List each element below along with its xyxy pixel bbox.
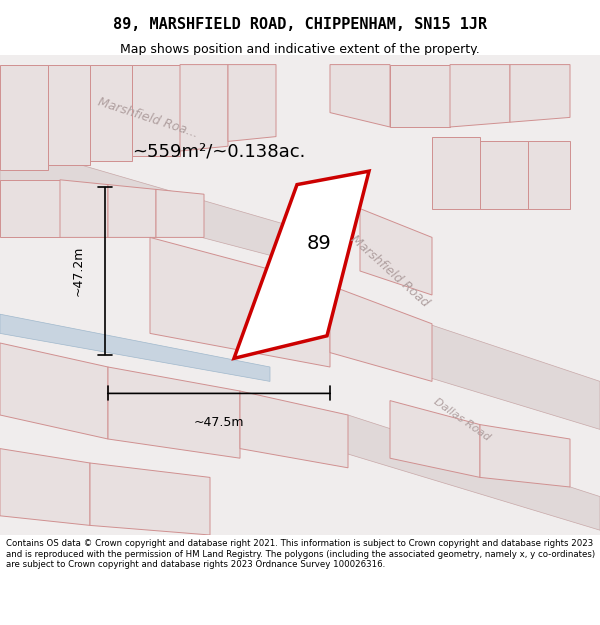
Polygon shape [330, 64, 390, 127]
Polygon shape [180, 64, 228, 151]
Text: 89: 89 [307, 234, 331, 253]
Polygon shape [510, 64, 570, 122]
Text: Dallas Road: Dallas Road [432, 397, 492, 443]
Text: ~47.2m: ~47.2m [71, 246, 85, 296]
Polygon shape [108, 184, 156, 238]
Text: ~559m²/~0.138ac.: ~559m²/~0.138ac. [132, 142, 305, 160]
Polygon shape [450, 64, 510, 127]
Polygon shape [90, 64, 132, 161]
Polygon shape [156, 189, 204, 238]
Text: ~47.5m: ~47.5m [194, 416, 244, 429]
Polygon shape [0, 343, 108, 439]
Text: 89, MARSHFIELD ROAD, CHIPPENHAM, SN15 1JR: 89, MARSHFIELD ROAD, CHIPPENHAM, SN15 1J… [113, 17, 487, 32]
Polygon shape [240, 391, 348, 468]
Polygon shape [252, 271, 600, 429]
Polygon shape [0, 449, 90, 526]
Polygon shape [132, 64, 180, 156]
Polygon shape [390, 64, 450, 127]
Polygon shape [480, 141, 528, 209]
Polygon shape [480, 424, 570, 487]
Polygon shape [432, 137, 480, 209]
Polygon shape [90, 463, 210, 535]
Polygon shape [330, 286, 432, 381]
Polygon shape [360, 209, 432, 295]
Polygon shape [528, 141, 570, 209]
Polygon shape [108, 367, 240, 458]
Polygon shape [150, 238, 330, 367]
Text: Marshfield Road: Marshfield Road [348, 232, 431, 309]
Polygon shape [228, 64, 276, 141]
Polygon shape [0, 64, 48, 170]
Polygon shape [234, 171, 369, 358]
Text: Contains OS data © Crown copyright and database right 2021. This information is : Contains OS data © Crown copyright and d… [6, 539, 595, 569]
Polygon shape [0, 180, 60, 238]
Polygon shape [0, 141, 330, 271]
Polygon shape [60, 180, 108, 238]
Text: Map shows position and indicative extent of the property.: Map shows position and indicative extent… [120, 43, 480, 56]
Polygon shape [390, 401, 480, 478]
Polygon shape [0, 314, 270, 381]
Polygon shape [330, 415, 600, 530]
Polygon shape [48, 64, 90, 166]
Text: Marshfield Roa...: Marshfield Roa... [96, 95, 200, 140]
